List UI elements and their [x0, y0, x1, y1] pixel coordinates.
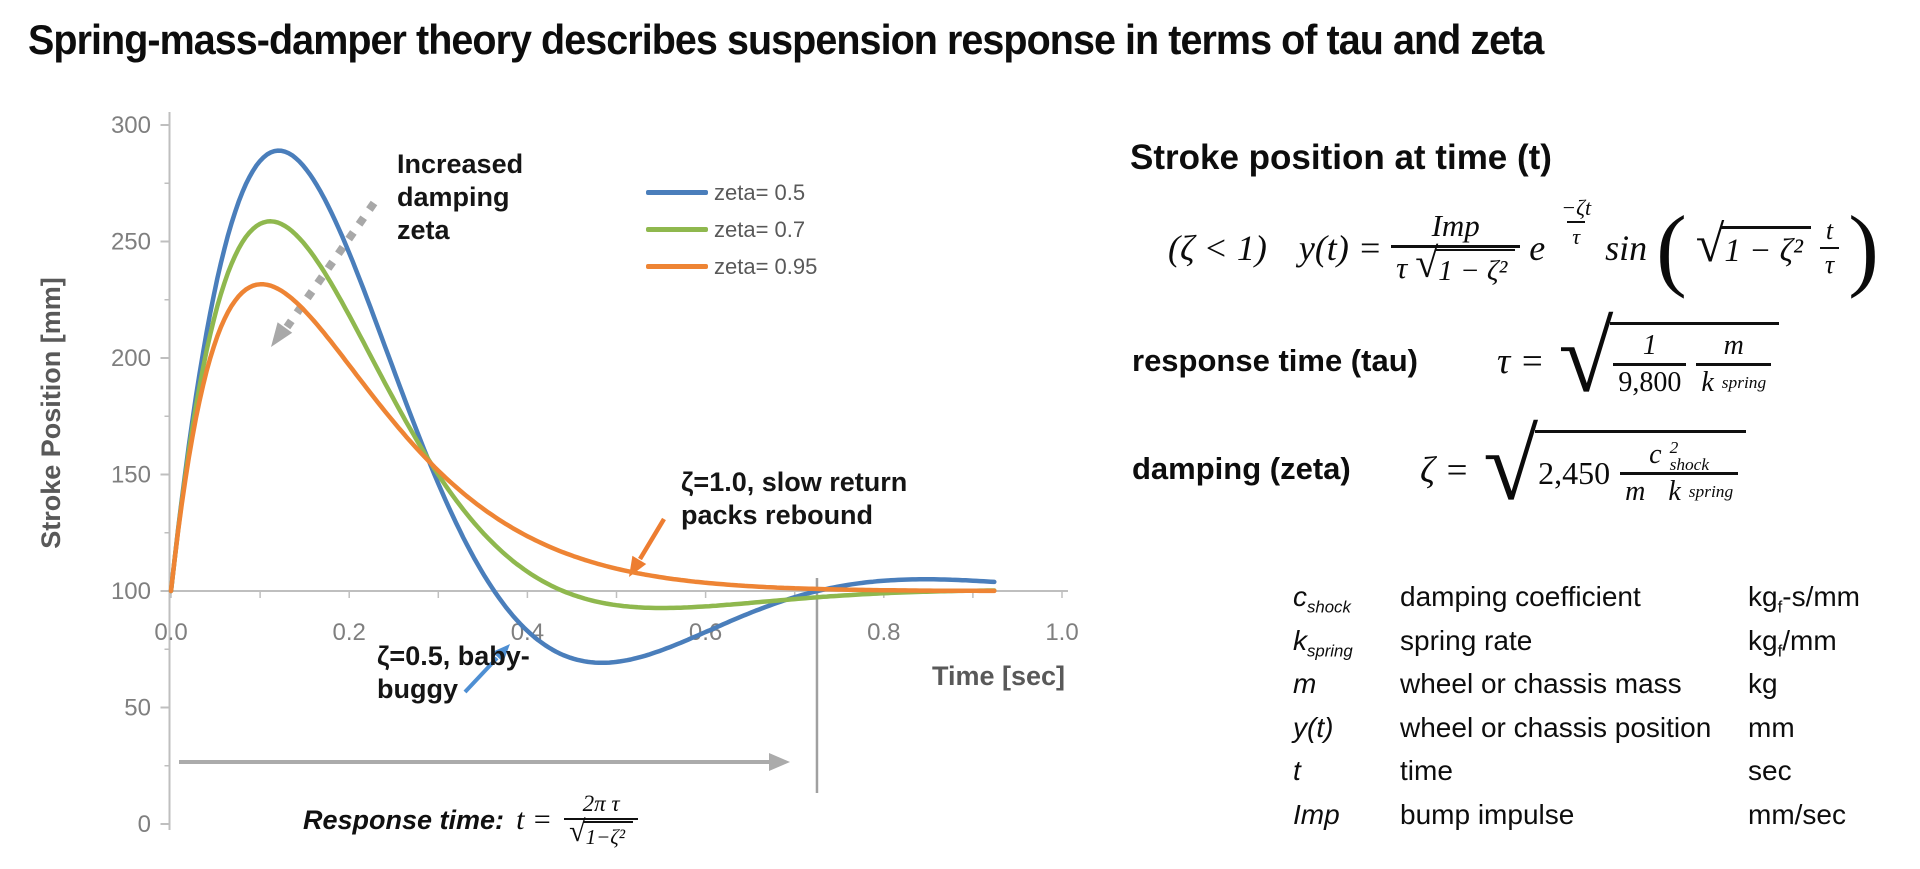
- x-tick-label: 1.0: [1045, 619, 1078, 646]
- var-desc: time: [1400, 755, 1453, 787]
- exponent-fraction: −ζt τ: [1561, 194, 1592, 249]
- legend-line-zeta-0.5: [646, 190, 708, 195]
- annotation-zeta-1.0: ζ=1.0, slow return packs rebound: [681, 467, 908, 530]
- var-unit: sec: [1748, 755, 1792, 787]
- chart-legend: zeta= 0.5 zeta= 0.7 zeta= 0.95: [646, 174, 817, 285]
- var-symbol: m: [1293, 668, 1317, 700]
- x-tick-label: 0.0: [154, 619, 187, 646]
- zeta-formula: ζ = √ 2,450 c 2 shock m k spring: [1420, 416, 1747, 516]
- y-tick-label: 100: [111, 578, 151, 605]
- var-unit: mm: [1748, 711, 1795, 743]
- var-unit: kg: [1748, 668, 1778, 700]
- legend-line-zeta-0.7: [646, 227, 708, 232]
- var-unit: kgf/mm: [1748, 624, 1837, 661]
- y-axis-title: Stroke Position [mm]: [36, 277, 66, 549]
- var-unit: kgf-s/mm: [1748, 581, 1861, 617]
- tau-sqrt: √ 1 9,800 m k spring: [1558, 307, 1780, 407]
- response-time-label: Response time:: [303, 804, 505, 835]
- stroke-position-heading: Stroke position at time (t): [1130, 138, 1552, 177]
- sin: sin: [1605, 228, 1648, 268]
- var-desc: wheel or chassis position: [1400, 711, 1712, 743]
- response-time-annotation: Response time: t = 2π τ √ 1−ζ²: [303, 790, 639, 851]
- legend-label: zeta= 0.5: [714, 179, 806, 205]
- page-title: Spring-mass-damper theory describes susp…: [28, 16, 1544, 63]
- series-line-zeta=0.5: [168, 148, 997, 666]
- series-line-zeta=0.7: [168, 219, 997, 611]
- stroke-position-formula: (ζ < 1) y(t) = Imp τ √ 1 − ζ² e −ζt τ sin …: [1168, 194, 1879, 300]
- response-time-tau-label: response time (tau): [1132, 343, 1418, 378]
- var-desc: damping coefficient: [1400, 581, 1641, 612]
- main-fraction: Imp τ √ 1 − ζ²: [1391, 207, 1521, 289]
- var-desc: wheel or chassis mass: [1400, 668, 1682, 700]
- paren-close: ): [1848, 196, 1879, 299]
- legend-item: zeta= 0.7: [646, 211, 817, 248]
- annotation-increased-damping: Increased damping zeta: [397, 149, 524, 245]
- paren-open: (: [1656, 196, 1687, 299]
- legend-label: zeta= 0.7: [714, 216, 806, 242]
- y-tick-label: 150: [111, 462, 151, 489]
- series-line-zeta=0.95: [168, 282, 997, 594]
- zeta-1.0-arrow: [638, 517, 666, 561]
- legend-label: zeta= 0.95: [714, 253, 818, 279]
- var-unit: mm/sec: [1748, 798, 1846, 830]
- var-desc: bump impulse: [1400, 798, 1575, 830]
- legend-line-zeta-0.95: [646, 264, 708, 269]
- annotation-zeta-0.5: ζ=0.5, baby-buggy: [377, 641, 530, 704]
- var-desc: spring rate: [1400, 624, 1533, 656]
- condition: (ζ < 1): [1168, 228, 1267, 268]
- response-time-fraction: 2π τ √ 1−ζ²: [564, 790, 639, 851]
- var-symbol: y(t): [1293, 711, 1334, 743]
- y-tick-label: 0: [138, 811, 151, 838]
- damping-zeta-label: damping (zeta): [1132, 451, 1351, 486]
- y-tick-label: 250: [111, 229, 151, 256]
- sin-sqrt: √ 1 − ζ²: [1696, 218, 1811, 271]
- x-tick-label: 0.2: [333, 619, 366, 646]
- sin-fraction: t τ: [1819, 215, 1840, 281]
- var-symbol: kspring: [1293, 624, 1353, 661]
- y-tick-label: 200: [111, 345, 151, 372]
- response-time-lhs: t =: [516, 803, 553, 837]
- legend-item: zeta= 0.95: [646, 248, 817, 285]
- zeta-0.5-arrow: [463, 656, 499, 694]
- x-tick-label: 0.8: [867, 619, 900, 646]
- tau-formula: τ = √ 1 9,800 m k spring: [1497, 307, 1780, 407]
- zeta-sqrt: √ 2,450 c 2 shock m k spring: [1483, 416, 1747, 516]
- y-tick-label: 300: [111, 112, 151, 139]
- exp-base: e: [1529, 228, 1546, 268]
- lhs: y(t) =: [1298, 228, 1383, 268]
- var-symbol: cshock: [1293, 581, 1351, 617]
- var-symbol: Imp: [1293, 798, 1340, 830]
- variables-table: cshock damping coefficient kgf-s/mm kspr…: [1293, 581, 1860, 836]
- var-symbol: t: [1293, 755, 1301, 787]
- x-axis-title: Time [sec]: [932, 661, 1065, 691]
- y-tick-label: 50: [124, 695, 151, 722]
- legend-item: zeta= 0.5: [646, 174, 817, 211]
